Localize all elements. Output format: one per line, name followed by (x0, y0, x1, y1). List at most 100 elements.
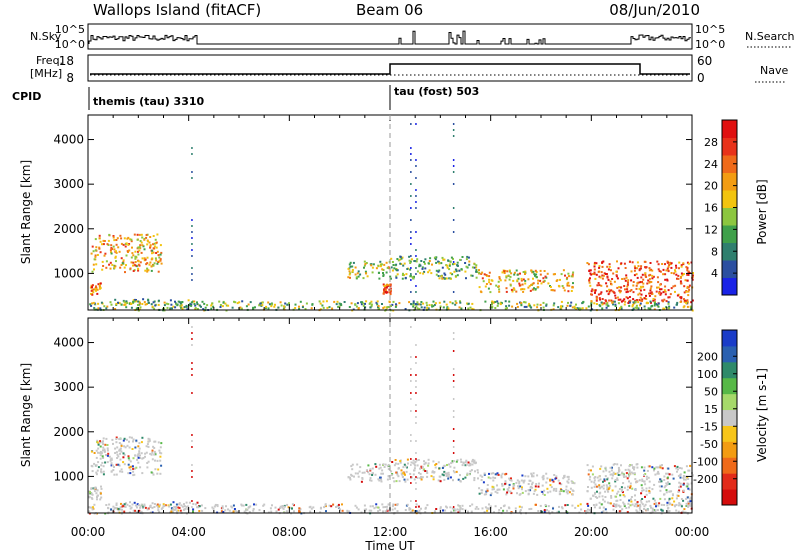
heat-cell (518, 284, 521, 287)
heat-cell (678, 486, 681, 489)
heat-cell (485, 490, 488, 493)
heat-cell (355, 277, 358, 280)
heat-cell (191, 338, 193, 340)
colorbar-tick-label: 200 (697, 350, 718, 363)
heat-cell (99, 287, 102, 290)
heat-cell (125, 300, 128, 303)
heat-cell (191, 249, 193, 251)
heat-cell (346, 511, 349, 514)
heat-cell (145, 236, 148, 239)
heat-cell (261, 304, 264, 307)
heat-cell (623, 277, 626, 280)
heat-cell (688, 488, 691, 491)
heat-cell (676, 494, 679, 497)
heat-cell (637, 281, 640, 284)
heat-cell (558, 482, 561, 485)
heat-cell (432, 305, 435, 308)
heat-cell (116, 457, 119, 459)
heat-cell (640, 265, 643, 268)
heat-cell (452, 338, 455, 340)
heat-cell (654, 302, 656, 305)
heat-cell (92, 288, 95, 291)
heat-cell (520, 288, 522, 291)
heat-cell (354, 472, 357, 475)
heat-cell (359, 466, 362, 469)
heat-cell (96, 254, 99, 256)
heat-cell (465, 265, 468, 268)
heat-cell (462, 461, 465, 464)
heat-cell (131, 465, 134, 468)
heat-cell (400, 473, 403, 476)
heat-cell (679, 473, 682, 476)
heat-cell (191, 470, 193, 472)
heat-cell (474, 507, 477, 510)
heat-cell (488, 271, 491, 274)
heat-cell (115, 302, 118, 305)
heat-cell (118, 442, 121, 444)
heat-cell (125, 254, 128, 257)
heat-cell (159, 472, 162, 475)
heat-cell (394, 268, 397, 271)
heat-cell (606, 486, 609, 489)
heat-cell (160, 507, 163, 510)
heat-cell (556, 511, 559, 514)
heat-cell (91, 270, 94, 273)
heat-cell (488, 472, 490, 475)
heat-cell (654, 295, 657, 298)
heat-cell (549, 490, 552, 493)
heat-cell (490, 492, 493, 495)
heat-cell (668, 497, 671, 500)
heat-cell (519, 272, 521, 275)
heat-cell (439, 305, 442, 308)
heat-cell (568, 491, 571, 494)
heat-cell (154, 468, 157, 471)
heat-cell (663, 493, 666, 496)
heat-cell (100, 464, 103, 467)
heat-cell (684, 478, 687, 481)
heat-cell (465, 277, 467, 280)
heat-cell (471, 460, 474, 463)
heat-cell (657, 504, 660, 507)
heat-cell (416, 303, 419, 306)
heat-cell (325, 300, 328, 303)
heat-cell (605, 306, 608, 309)
heat-cell (233, 300, 235, 303)
heat-cell (410, 183, 412, 185)
heat-cell (137, 461, 140, 464)
heat-cell (642, 282, 645, 285)
heat-cell (616, 492, 619, 495)
colorbar-tick-label: 20 (704, 180, 718, 193)
heat-cell (390, 474, 393, 477)
heat-cell (280, 304, 283, 307)
heat-cell (496, 300, 499, 303)
heat-cell (456, 261, 459, 264)
heat-cell (438, 262, 441, 265)
heat-cell (415, 249, 417, 251)
heat-cell (521, 486, 523, 489)
heat-cell (305, 302, 308, 305)
heat-cell (690, 301, 693, 304)
heat-cell (363, 260, 366, 263)
heat-cell (642, 285, 645, 288)
heat-cell (626, 297, 629, 300)
heat-cell (573, 482, 576, 485)
heat-cell (513, 484, 516, 487)
heat-cell (665, 482, 668, 485)
heat-cell (491, 301, 493, 304)
heat-cell (571, 504, 574, 507)
heat-cell (667, 506, 670, 509)
heat-cell (619, 499, 622, 501)
heat-cell (659, 288, 661, 291)
heat-cell (618, 289, 621, 292)
heat-cell (323, 506, 326, 509)
heat-cell (349, 478, 352, 481)
heat-cell (447, 475, 450, 478)
heat-cell (656, 466, 659, 469)
heat-cell (478, 269, 480, 272)
heat-cell (633, 505, 636, 508)
colorbar-tick-label: 12 (704, 223, 718, 236)
heat-cell (380, 263, 383, 266)
heat-cell (546, 487, 549, 490)
heat-cell (427, 458, 430, 461)
nave-tick-high: 60 (697, 54, 712, 68)
